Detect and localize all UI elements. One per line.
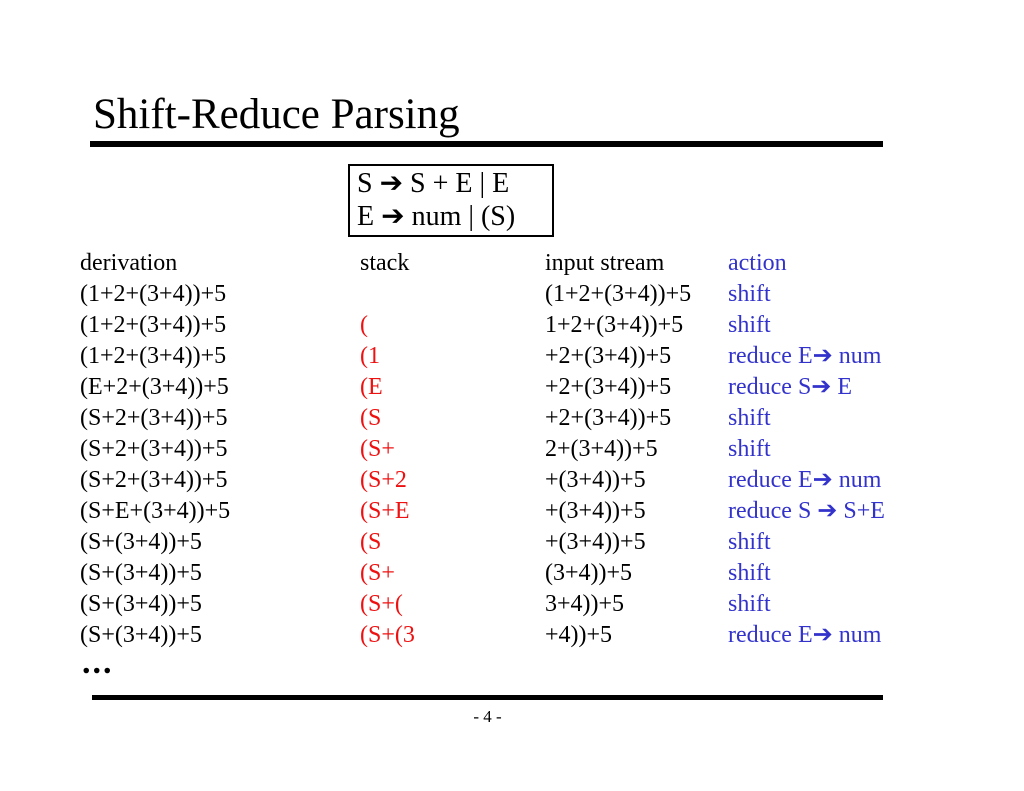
cell-action: reduce E➔ num bbox=[728, 343, 882, 369]
cell-action: shift bbox=[728, 560, 771, 586]
cell-stack: (S bbox=[360, 405, 382, 431]
cell-stack: (S+2 bbox=[360, 467, 407, 493]
cell-stack: ( bbox=[360, 312, 368, 338]
cell-input: +2+(3+4))+5 bbox=[545, 374, 672, 400]
cell-action: reduce S➔ E bbox=[728, 374, 853, 400]
cell-input: +4))+5 bbox=[545, 622, 613, 648]
continuation-ellipsis: ... bbox=[82, 644, 114, 681]
cell-input: +2+(3+4))+5 bbox=[545, 343, 672, 369]
table-row: (S+2+(3+4))+5 (S+2 +(3+4))+5 reduce E➔ num bbox=[80, 465, 988, 496]
cell-input: (3+4))+5 bbox=[545, 560, 633, 586]
cell-derivation: (E+2+(3+4))+5 bbox=[80, 374, 229, 400]
cell-input: +(3+4))+5 bbox=[545, 467, 646, 493]
cell-stack bbox=[360, 279, 545, 310]
table-header-row: derivation stack input stream action bbox=[80, 248, 988, 279]
cell-action: reduce S ➔ S+E bbox=[728, 498, 885, 524]
cell-derivation: (S+(3+4))+5 bbox=[80, 622, 202, 648]
table-row: (1+2+(3+4))+5 (1+2+(3+4))+5 shift bbox=[80, 279, 988, 310]
cell-stack: (E bbox=[360, 374, 383, 400]
cell-action: reduce E➔ num bbox=[728, 622, 882, 648]
cell-derivation: (1+2+(3+4))+5 bbox=[80, 312, 227, 338]
title-underline bbox=[90, 141, 883, 147]
cell-action: shift bbox=[728, 529, 771, 555]
cell-action: reduce E➔ num bbox=[728, 467, 882, 493]
cell-derivation: (1+2+(3+4))+5 bbox=[80, 281, 227, 307]
cell-derivation: (1+2+(3+4))+5 bbox=[80, 343, 227, 369]
cell-stack: (S+( bbox=[360, 591, 403, 617]
table-body: (1+2+(3+4))+5 (1+2+(3+4))+5 shift (1+2+(3+4… bbox=[80, 279, 988, 651]
grammar-line-2: E ➔ num | (S) bbox=[357, 201, 516, 232]
cell-derivation: (S+(3+4))+5 bbox=[80, 591, 202, 617]
cell-derivation: (S+2+(3+4))+5 bbox=[80, 405, 228, 431]
table-row: (S+E+(3+4))+5 (S+E +(3+4))+5 reduce S ➔ S+E bbox=[80, 496, 988, 527]
table-row: (1+2+(3+4))+5 (1+2+(3+4))+5 shift bbox=[80, 310, 988, 341]
table-row: (E+2+(3+4))+5 (E +2+(3+4))+5 reduce S➔ E bbox=[80, 372, 988, 403]
grammar-line-1: S ➔ S + E | E bbox=[357, 168, 510, 199]
cell-derivation: (S+2+(3+4))+5 bbox=[80, 436, 228, 462]
cell-action: shift bbox=[728, 405, 771, 431]
header-derivation: derivation bbox=[80, 250, 178, 276]
cell-input: +(3+4))+5 bbox=[545, 498, 646, 524]
header-stack: stack bbox=[360, 250, 410, 276]
cell-stack: (S+(3 bbox=[360, 622, 415, 648]
cell-input: 1+2+(3+4))+5 bbox=[545, 312, 684, 338]
cell-action: shift bbox=[728, 436, 771, 462]
parse-trace-table: derivation stack input stream action (1+… bbox=[80, 248, 988, 651]
cell-stack: (S+E bbox=[360, 498, 410, 524]
cell-input: 3+4))+5 bbox=[545, 591, 625, 617]
page-number: - 4 - bbox=[473, 707, 502, 726]
cell-input: +2+(3+4))+5 bbox=[545, 405, 672, 431]
cell-derivation: (S+(3+4))+5 bbox=[80, 560, 202, 586]
cell-derivation: (S+E+(3+4))+5 bbox=[80, 498, 231, 524]
cell-derivation: (S+2+(3+4))+5 bbox=[80, 467, 228, 493]
cell-input: +(3+4))+5 bbox=[545, 529, 646, 555]
footer-rule bbox=[92, 695, 883, 700]
header-input-stream: input stream bbox=[545, 250, 665, 276]
cell-stack: (S bbox=[360, 529, 382, 555]
cell-action: shift bbox=[728, 312, 771, 338]
cell-input: 2+(3+4))+5 bbox=[545, 436, 658, 462]
grammar-box: S ➔ S + E | E E ➔ num | (S) bbox=[348, 164, 554, 237]
cell-derivation: (S+(3+4))+5 bbox=[80, 529, 202, 555]
cell-stack: (S+ bbox=[360, 436, 395, 462]
cell-stack: (1 bbox=[360, 343, 380, 369]
page-title: Shift-Reduce Parsing bbox=[93, 91, 460, 138]
table-row: (S+(3+4))+5 (S+(3 +4))+5 reduce E➔ num bbox=[80, 620, 988, 651]
table-row: (1+2+(3+4))+5 (1 +2+(3+4))+5 reduce E➔ num bbox=[80, 341, 988, 372]
cell-input: (1+2+(3+4))+5 bbox=[545, 281, 692, 307]
header-action: action bbox=[728, 250, 787, 276]
cell-stack: (S+ bbox=[360, 560, 395, 586]
cell-action: shift bbox=[728, 281, 771, 307]
cell-action: shift bbox=[728, 591, 771, 617]
